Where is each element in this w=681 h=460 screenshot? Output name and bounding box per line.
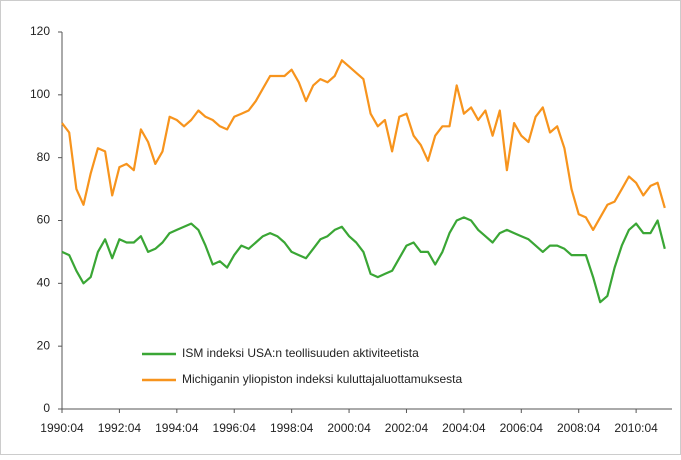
series-line bbox=[61, 216, 666, 304]
y-tick-label: 80 bbox=[37, 150, 51, 164]
x-tick-label: 1992:04 bbox=[98, 421, 142, 435]
x-tick-label: 1998:04 bbox=[270, 421, 314, 435]
x-tick-label: 2008:04 bbox=[557, 421, 601, 435]
x-tick-label: 2000:04 bbox=[327, 421, 371, 435]
x-tick-label: 2004:04 bbox=[442, 421, 486, 435]
y-tick-label: 100 bbox=[30, 87, 50, 101]
y-tick-label: 40 bbox=[37, 276, 51, 290]
x-tick-label: 2010:04 bbox=[614, 421, 658, 435]
y-tick-label: 60 bbox=[37, 213, 51, 227]
x-tick-label: 1994:04 bbox=[155, 421, 199, 435]
series-line bbox=[61, 59, 666, 231]
x-tick-label: 2006:04 bbox=[500, 421, 544, 435]
legend-label: Michiganin yliopiston indeksi kuluttajal… bbox=[182, 372, 462, 386]
y-tick-label: 120 bbox=[30, 24, 50, 38]
x-tick-label: 2002:04 bbox=[385, 421, 429, 435]
y-tick-label: 0 bbox=[43, 401, 50, 415]
x-tick-label: 1996:04 bbox=[213, 421, 257, 435]
x-tick-label: 1990:04 bbox=[40, 421, 84, 435]
legend-label: ISM indeksi USA:n teollisuuden aktivitee… bbox=[182, 346, 419, 360]
y-tick-label: 20 bbox=[37, 338, 51, 352]
